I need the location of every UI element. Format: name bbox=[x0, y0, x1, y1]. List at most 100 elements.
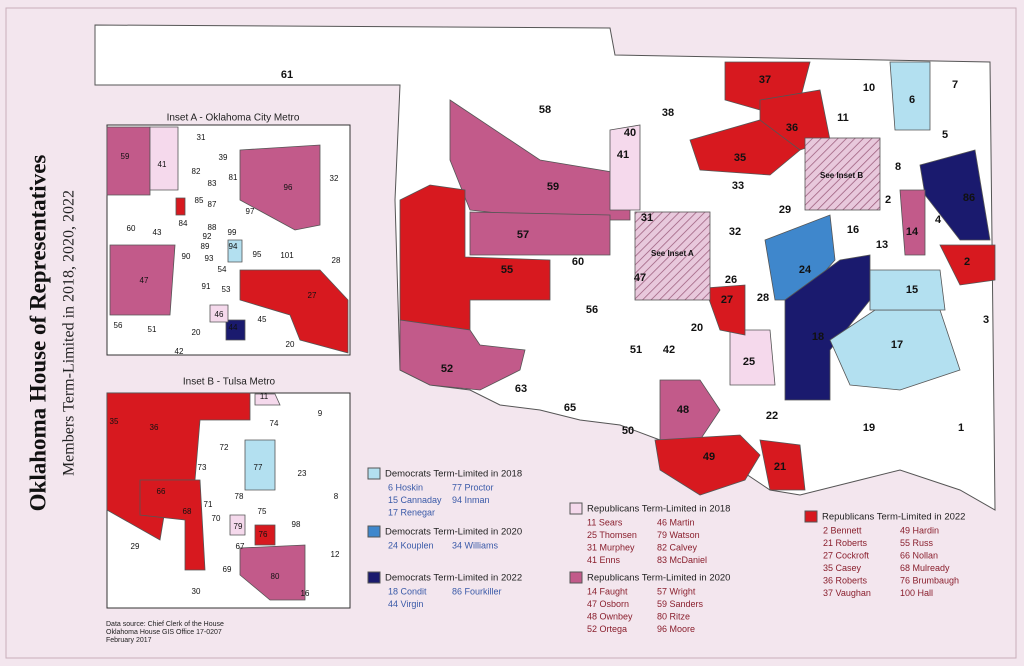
district-label: 26 bbox=[725, 274, 737, 286]
district-label: 29 bbox=[779, 204, 791, 216]
legend-member: 80 Ritze bbox=[657, 611, 690, 621]
district-label: 4 bbox=[935, 214, 942, 226]
district-label: 10 bbox=[863, 82, 875, 94]
frame bbox=[5, 7, 1017, 659]
district-label: 65 bbox=[564, 402, 576, 414]
district-label: 37 bbox=[759, 74, 771, 86]
legend-member: 27 Cockroft bbox=[823, 550, 870, 560]
district-label: 12 bbox=[331, 550, 340, 559]
legend-swatch bbox=[804, 510, 818, 523]
district-label: 38 bbox=[662, 107, 674, 119]
inset-a-districts bbox=[106, 126, 349, 354]
district-27 bbox=[704, 284, 746, 336]
district-label: 2 bbox=[964, 256, 970, 268]
district-label: 15 bbox=[906, 284, 918, 296]
district bbox=[239, 269, 349, 354]
district-label: 51 bbox=[148, 325, 157, 334]
district-21 bbox=[759, 439, 806, 491]
district-label: 6 bbox=[909, 94, 915, 106]
district-label: 45 bbox=[258, 315, 267, 324]
district-label: 74 bbox=[270, 419, 279, 428]
legend-title: Republicans Term-Limited in 2022 bbox=[822, 512, 965, 523]
district-label: 11 bbox=[837, 112, 849, 124]
district-label: 20 bbox=[286, 340, 295, 349]
district bbox=[109, 244, 176, 316]
district-label: 93 bbox=[205, 254, 214, 263]
district bbox=[229, 514, 246, 536]
district-label: 27 bbox=[308, 291, 317, 300]
district-label: 31 bbox=[641, 212, 653, 224]
district bbox=[139, 479, 206, 571]
legend-member: 83 McDaniel bbox=[657, 555, 707, 565]
district-label: 16 bbox=[847, 224, 859, 236]
district-label: 40 bbox=[624, 127, 636, 139]
district-label: 46 bbox=[215, 310, 224, 319]
legend-member: 14 Faught bbox=[587, 586, 628, 596]
district-6 bbox=[889, 61, 931, 131]
legend-member: 21 Roberts bbox=[823, 538, 868, 548]
district-48 bbox=[659, 379, 721, 441]
district-label: 13 bbox=[876, 239, 888, 251]
legend-member: 52 Ortega bbox=[587, 624, 627, 634]
source-line: Oklahoma House GIS Office 17-0207 bbox=[106, 629, 222, 636]
district-label: 91 bbox=[202, 282, 211, 291]
legend-member: 41 Enns bbox=[587, 555, 621, 565]
district-2 bbox=[939, 244, 996, 286]
district-label: 101 bbox=[280, 251, 294, 260]
district-label: 52 bbox=[441, 363, 453, 375]
district-label: 60 bbox=[127, 224, 136, 233]
legend-member: 24 Kouplen bbox=[388, 540, 434, 550]
legend-member: 6 Hoskin bbox=[388, 482, 423, 492]
district bbox=[244, 439, 276, 491]
district-label: 47 bbox=[634, 272, 646, 284]
district-label: 77 bbox=[254, 463, 263, 472]
district-label: 11 bbox=[260, 392, 269, 401]
title: Oklahoma House of Representatives bbox=[25, 155, 50, 512]
district bbox=[149, 126, 179, 191]
legend-member: 35 Casey bbox=[823, 563, 862, 573]
district-label: 55 bbox=[501, 264, 513, 276]
district-label: 28 bbox=[757, 292, 769, 304]
district-label: 56 bbox=[114, 321, 123, 330]
district-label: 50 bbox=[622, 425, 634, 437]
district-label: 78 bbox=[235, 492, 244, 501]
district-label: 20 bbox=[192, 328, 201, 337]
district-label: 94 bbox=[229, 242, 238, 251]
district-label: 67 bbox=[236, 542, 245, 551]
legend-member: 11 Sears bbox=[587, 517, 623, 527]
district-label: 49 bbox=[703, 451, 715, 463]
district bbox=[209, 304, 229, 323]
district-label: 7 bbox=[952, 79, 958, 91]
district-14 bbox=[899, 189, 926, 256]
district-label: 22 bbox=[766, 410, 778, 422]
district-label: 8 bbox=[334, 492, 339, 501]
legend-member: 17 Renegar bbox=[388, 507, 435, 517]
inset-b-title: Inset B - Tulsa Metro bbox=[183, 377, 276, 388]
district bbox=[254, 524, 276, 546]
legend-member: 100 Hall bbox=[900, 588, 933, 598]
district-label: 41 bbox=[617, 149, 629, 161]
legend-member: 15 Cannaday bbox=[388, 495, 442, 505]
district-label: 39 bbox=[219, 153, 228, 162]
district-label: 42 bbox=[663, 344, 675, 356]
legend-member: 59 Sanders bbox=[657, 599, 704, 609]
district-label: 8 bbox=[895, 161, 901, 173]
district-label: 83 bbox=[208, 179, 217, 188]
source: Data source: Chief Clerk of the HouseOkl… bbox=[106, 621, 224, 644]
legend-member: 49 Hardin bbox=[900, 525, 939, 535]
district-label: 42 bbox=[175, 347, 184, 356]
district bbox=[225, 319, 246, 341]
district-label: 97 bbox=[246, 207, 255, 216]
district-label: 16 bbox=[301, 589, 310, 598]
legend-member: 46 Martin bbox=[657, 517, 695, 527]
district-label: 82 bbox=[192, 167, 201, 176]
district-label: 48 bbox=[677, 404, 689, 416]
district-label: 57 bbox=[517, 229, 529, 241]
legend-title: Republicans Term-Limited in 2018 bbox=[587, 504, 730, 515]
district-label: 68 bbox=[183, 507, 192, 516]
district-label: 32 bbox=[330, 174, 339, 183]
district-label: 58 bbox=[539, 104, 551, 116]
district-label: 86 bbox=[963, 192, 975, 204]
legend-title: Republicans Term-Limited in 2020 bbox=[587, 573, 730, 584]
district-52 bbox=[399, 319, 526, 391]
